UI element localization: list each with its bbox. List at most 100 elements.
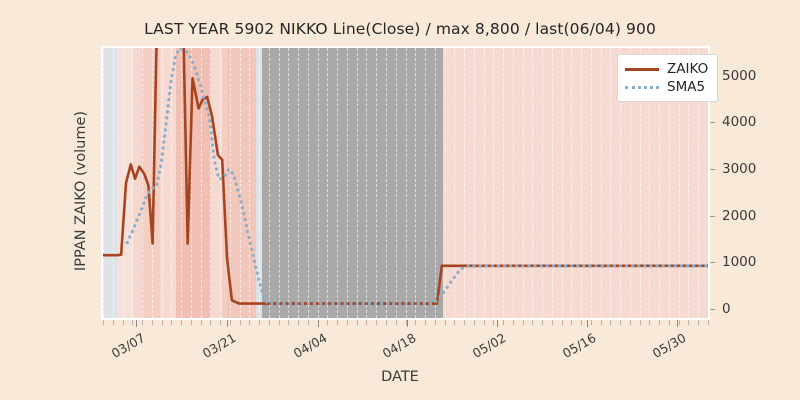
x-tick-mark (366, 320, 368, 325)
grid-line (571, 48, 573, 318)
x-tick-mark-major (317, 320, 319, 327)
x-tick-mark (639, 320, 641, 325)
grid-line (278, 48, 281, 318)
x-tick-mark (551, 320, 553, 325)
grid-line (522, 48, 525, 318)
x-tick-mark (278, 320, 280, 325)
x-tick-mark (590, 320, 592, 325)
x-tick-mark (385, 320, 387, 325)
x-tick-mark (298, 320, 300, 325)
x-tick-mark (493, 320, 495, 325)
x-tick-mark (268, 320, 270, 325)
y-tick-label: 0 (722, 300, 731, 317)
y-tick-label: 3000 (722, 161, 757, 178)
grid-line (288, 48, 290, 318)
x-tick-mark (376, 320, 378, 325)
series-zaiko (103, 48, 708, 305)
y-tick-mark (710, 122, 715, 124)
x-tick-mark (668, 320, 670, 325)
background-band (227, 48, 257, 318)
grid-line (395, 48, 398, 318)
x-tick-mark (473, 320, 475, 325)
x-tick-mark (483, 320, 485, 325)
x-tick-mark (425, 320, 427, 325)
grid-line (620, 48, 622, 318)
x-tick-mark (346, 320, 348, 325)
grid-line (512, 48, 515, 318)
grid-line (239, 48, 242, 318)
legend-label-sma5: SMA5 (667, 79, 706, 95)
grid-line (405, 48, 408, 318)
x-tick-mark (561, 320, 563, 325)
background-band (132, 48, 141, 318)
grid-line (639, 48, 642, 318)
y-tick-label: 2000 (722, 207, 757, 224)
grid-line (200, 48, 203, 318)
y-tick-label: 1000 (722, 254, 757, 271)
legend-item-sma5: SMA5 (625, 78, 708, 96)
x-tick-mark (542, 320, 544, 325)
grid-line (581, 48, 583, 318)
grid-line (132, 48, 134, 318)
x-tick-mark (161, 320, 163, 325)
x-tick-mark (503, 320, 505, 325)
grid-line (415, 48, 417, 318)
x-tick-mark (581, 320, 583, 325)
grid-line (122, 48, 125, 318)
x-tick-mark (522, 320, 524, 325)
y-tick-mark (710, 215, 715, 217)
legend-item-zaiko: ZAIKO (625, 60, 708, 78)
x-tick-mark (220, 320, 222, 325)
grid-line (385, 48, 388, 318)
grid-line (649, 48, 651, 318)
legend-swatch-zaiko (625, 63, 659, 75)
x-tick-mark (249, 320, 251, 325)
grid-line (307, 48, 310, 318)
x-tick-mark (698, 320, 700, 325)
x-tick-mark (512, 320, 514, 325)
grid-line (229, 48, 232, 318)
grid-line (190, 48, 193, 318)
x-axis-label: DATE (381, 369, 419, 385)
x-tick-label: 04/04 (290, 330, 330, 362)
grid-line (210, 48, 212, 318)
x-tick-mark (678, 320, 680, 325)
grid-line (356, 48, 359, 318)
y-tick-label: 4000 (722, 114, 757, 131)
grid-line (444, 48, 447, 318)
x-tick-mark (708, 320, 709, 325)
x-tick-mark (239, 320, 241, 325)
x-tick-mark (356, 320, 358, 325)
plot-area (103, 48, 708, 318)
x-tick-mark (688, 320, 690, 325)
grid-line (376, 48, 378, 318)
x-tick-mark-major (407, 320, 409, 327)
x-tick-label: 05/02 (470, 330, 509, 362)
series-sma5 (125, 48, 708, 306)
x-tick-mark (600, 320, 602, 325)
grid-line (181, 48, 183, 318)
grid-line (668, 48, 671, 318)
grid-line (542, 48, 544, 318)
grid-line (600, 48, 603, 318)
grid-line (610, 48, 612, 318)
grid-line (298, 48, 300, 318)
grid-line (103, 48, 105, 318)
x-tick-mark (229, 320, 231, 325)
series-lines (103, 48, 708, 306)
grid-line (688, 48, 690, 318)
x-tick-mark (629, 320, 631, 325)
grid-line (425, 48, 427, 318)
chart-title: LAST YEAR 5902 NIKKO Line(Close) / max 8… (144, 20, 656, 38)
x-tick-mark (259, 320, 261, 325)
x-tick-mark (405, 320, 407, 325)
y-tick-mark (710, 169, 715, 171)
x-tick-mark (132, 320, 134, 325)
grid-line (142, 48, 144, 318)
x-tick-mark (571, 320, 573, 325)
grid-line (678, 48, 681, 318)
grid-line (473, 48, 476, 318)
grid-line (551, 48, 554, 318)
grid-line (327, 48, 329, 318)
grid-line (590, 48, 593, 318)
